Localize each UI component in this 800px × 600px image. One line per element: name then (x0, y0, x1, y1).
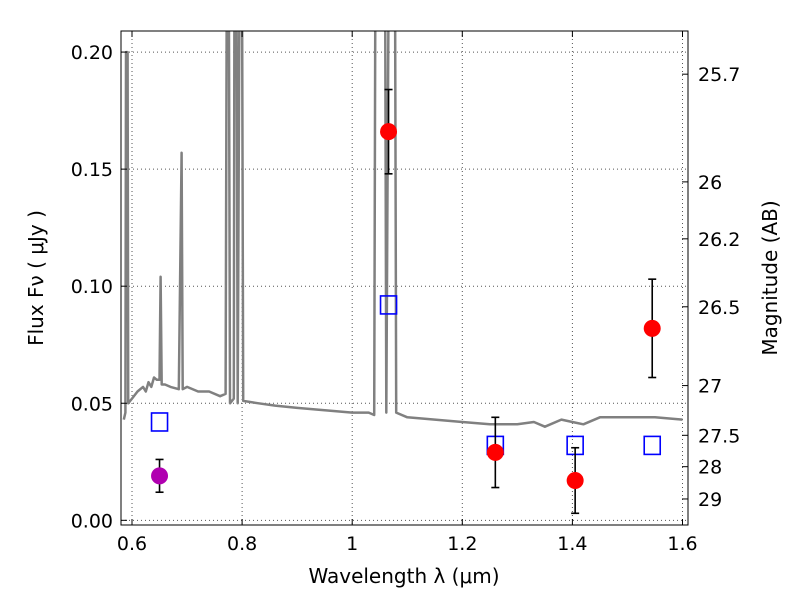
grid-lines (121, 31, 688, 525)
y-tick-label: 0.05 (71, 393, 113, 415)
magnitude-tick-label: 29 (698, 489, 722, 511)
magnitude-tick-label: 26.2 (698, 229, 740, 251)
magnitude-tick-label: 27.5 (698, 425, 740, 447)
detection-point (486, 443, 504, 461)
model-photometry-series (150, 295, 662, 456)
magnitude-tick-label: 26 (698, 172, 722, 194)
x-tick-label: 1 (346, 533, 358, 555)
y-tick-label: 0.15 (71, 159, 113, 181)
x-tick-label: 0.6 (117, 533, 147, 555)
magnitude-tick-label: 26.5 (698, 297, 740, 319)
x-tick-label: 1.6 (667, 533, 697, 555)
other-point (151, 467, 169, 485)
magnitude-tick-label: 27 (698, 376, 722, 398)
x-tick-label: 0.8 (227, 533, 257, 555)
y-axis-label: Flux Fν ( μJy ) (24, 210, 48, 346)
x-axis-label: Wavelength λ (μm) (308, 564, 499, 588)
model-point (643, 435, 662, 456)
x-tick-label: 1.4 (557, 533, 587, 555)
spectrum-series (122, 31, 683, 428)
x-tick-label: 1.2 (447, 533, 477, 555)
detection-point (380, 123, 398, 141)
axis-ticks (121, 31, 688, 525)
magnitude-tick-labels: 25.7 26 26.2 26.5 27 27.5 28 29 (698, 64, 740, 511)
spectrum-line (122, 31, 683, 428)
y-tick-label: 0.10 (71, 276, 113, 298)
y-tick-label: 0.20 (71, 42, 113, 64)
y-tick-label: 0.00 (71, 510, 113, 532)
detection-point (643, 319, 661, 337)
detection-point (566, 472, 584, 490)
magnitude-tick-label: 28 (698, 457, 722, 479)
model-point (150, 412, 169, 432)
magnitude-tick-label: 25.7 (698, 64, 740, 86)
model-point (379, 295, 398, 315)
right-axis-label: Magnitude (AB) (758, 200, 782, 355)
observed-photometry-series (151, 123, 661, 490)
plot-frame (120, 30, 689, 526)
y-tick-labels: 0.00 0.05 0.10 0.15 0.20 (71, 42, 113, 532)
x-tick-labels: 0.6 0.8 1 1.2 1.4 1.6 (117, 533, 698, 555)
